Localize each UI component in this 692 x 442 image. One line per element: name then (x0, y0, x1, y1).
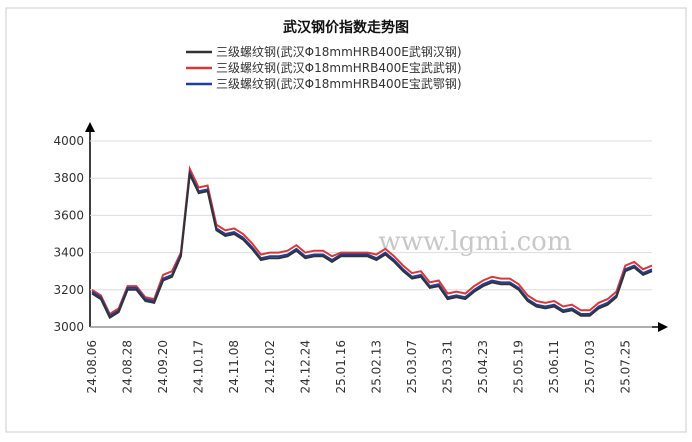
y-arrow (85, 122, 95, 132)
x-tick-label: 24.12.02 (263, 340, 277, 393)
series-line (91, 170, 653, 320)
x-tick-label: 25.03.31 (441, 340, 455, 393)
legend-label: 三级螺纹钢(武汉Φ18mmHRB400E宝武鄂钢) (216, 77, 462, 91)
x-tick-label: 25.07.25 (618, 340, 632, 393)
x-tick-label: 24.12.24 (298, 340, 312, 393)
chart-title: 武汉钢价指数走势图 (283, 19, 409, 36)
x-tick-label: 24.11.08 (227, 340, 241, 393)
y-tick-label: 3400 (53, 246, 84, 260)
y-tick-label: 3000 (53, 320, 84, 334)
x-tick-label: 25.05.19 (512, 340, 526, 393)
x-tick-label: 25.06.11 (547, 340, 561, 393)
x-tick-label: 25.03.07 (405, 340, 419, 393)
x-tick-label: 25.04.23 (476, 340, 490, 393)
x-tick-label: 24.10.17 (192, 340, 206, 393)
x-tick-label: 24.08.28 (121, 340, 135, 393)
x-tick-label: 24.09.20 (156, 340, 170, 393)
legend-label: 三级螺纹钢(武汉Φ18mmHRB400E武钢汉钢) (216, 45, 462, 59)
watermark: www.lgmi.com (378, 227, 571, 257)
x-tick-label: 25.07.03 (583, 340, 597, 393)
y-tick-label: 3800 (53, 171, 84, 185)
x-tick-label: 25.01.16 (334, 340, 348, 393)
y-tick-label: 3200 (53, 283, 84, 297)
frame (5, 7, 687, 433)
x-tick-label: 25.02.13 (369, 340, 383, 393)
y-tick-label: 3600 (53, 208, 84, 222)
x-arrow (658, 322, 668, 332)
y-tick-label: 4000 (53, 134, 84, 148)
legend-label: 三级螺纹钢(武汉Φ18mmHRB400E宝武武钢) (216, 61, 462, 75)
x-tick-label: 24.08.06 (85, 340, 99, 393)
